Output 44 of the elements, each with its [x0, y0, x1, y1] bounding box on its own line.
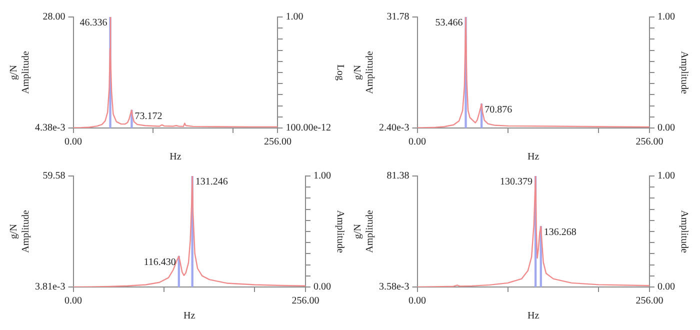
x-tick-label: 0.00: [408, 136, 426, 148]
annotation: 46.336: [80, 18, 108, 29]
x-tick-label: 0.00: [64, 296, 82, 307]
annotation: 136.268: [544, 227, 576, 238]
y2-tick-label: 100.00e-12: [286, 122, 332, 134]
x-tick-label: 256.00: [636, 296, 664, 307]
y2-tick-label: 1.00: [658, 12, 675, 23]
x-tick-label: 256.00: [636, 136, 664, 148]
x-axis-title: Hz: [528, 152, 540, 163]
x-axis-title: Hz: [528, 310, 540, 322]
y2-tick-label: 0.00: [658, 282, 675, 293]
annotation: 116.430: [144, 256, 176, 268]
x-tick-label: 256.00: [292, 296, 320, 307]
annotation: 70.876: [484, 104, 512, 116]
y2-axis-title: Amplitude: [678, 51, 690, 94]
x-axis-title: Hz: [184, 310, 196, 322]
y2-tick-label: 0.00: [314, 282, 331, 293]
y-tick-label: 28.00: [42, 12, 66, 23]
y-axis-title: g/N Amplitude: [352, 210, 376, 253]
y2-axis-title: Amplitude: [334, 210, 346, 254]
x-tick-label: 0.00: [64, 136, 82, 148]
y-tick-label: 81.38: [386, 170, 410, 182]
annotation: 53.466: [435, 18, 463, 29]
y-tick-label: 3.81e-3: [34, 282, 66, 293]
y2-tick-label: 1.00: [658, 170, 675, 182]
y-tick-label: 31.78: [386, 12, 410, 23]
y2-tick-label: 0.00: [658, 122, 675, 134]
y-tick-label: 4.38e-3: [34, 122, 66, 134]
y-axis-title: g/N Amplitude: [8, 210, 32, 253]
y-axis-title: g/N Amplitude: [352, 50, 376, 94]
y-tick-label: 2.40e-3: [378, 122, 410, 134]
y2-tick-label: 1.00: [314, 170, 331, 182]
annotation: 130.379: [500, 176, 533, 188]
x-tick-label: 0.00: [408, 296, 426, 307]
annotation: 73.172: [134, 110, 162, 122]
annotation: 131.246: [195, 176, 228, 188]
x-axis-title: Hz: [170, 152, 182, 163]
y2-tick-label: 1.00: [286, 12, 304, 23]
y-tick-label: 59.58: [42, 170, 66, 182]
y2-axis-title: Amplitude: [678, 210, 690, 254]
x-tick-label: 256.00: [264, 136, 292, 148]
y-tick-label: 3.58e-3: [378, 282, 410, 293]
y-axis-title: g/N Amplitude: [8, 50, 32, 94]
y2-axis-title: Log: [334, 64, 346, 81]
